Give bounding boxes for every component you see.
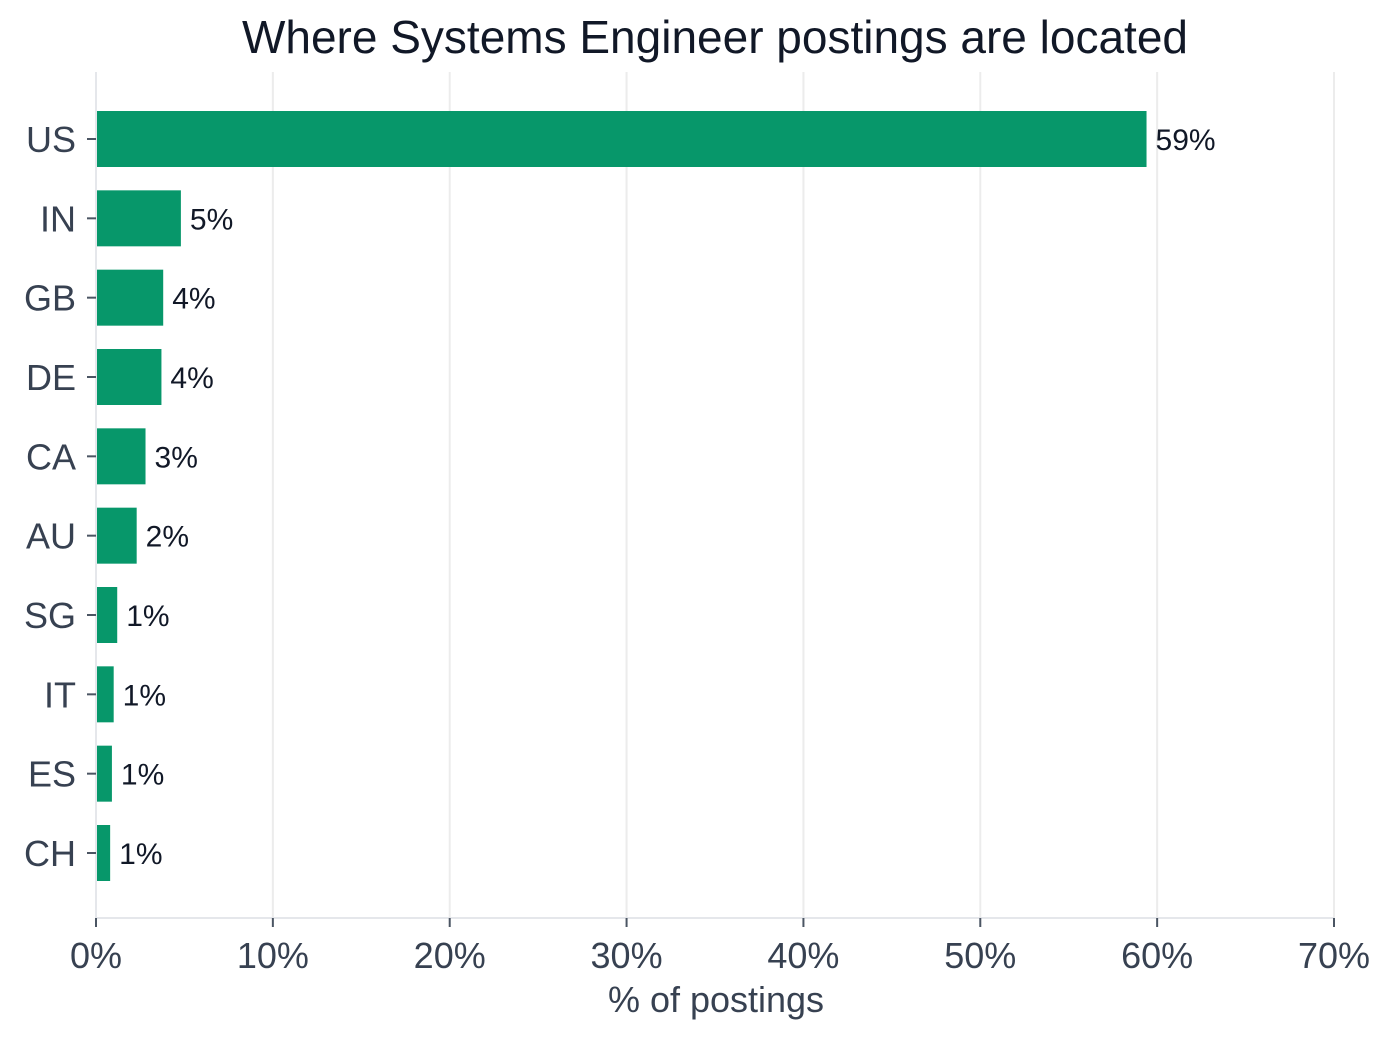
x-axis-title: % of postings: [608, 979, 824, 1020]
category-label: AU: [26, 516, 76, 557]
x-tick-label: 70%: [1298, 935, 1370, 976]
category-label: CH: [24, 833, 76, 874]
category-label: SG: [24, 595, 76, 636]
category-label: ES: [28, 754, 76, 795]
bars: [96, 111, 1147, 881]
x-tick-label: 30%: [591, 935, 663, 976]
category-label: IT: [44, 674, 76, 715]
category-label: GB: [24, 278, 76, 319]
bar-ca: [96, 428, 146, 485]
x-tick-label: 50%: [944, 935, 1016, 976]
x-tick-label: 0%: [70, 935, 122, 976]
x-tick-label: 20%: [414, 935, 486, 976]
bar-us: [96, 111, 1147, 167]
bar-in: [96, 190, 181, 247]
grid-lines: [95, 72, 1335, 918]
bar-es: [96, 745, 112, 802]
category-label: US: [26, 119, 76, 160]
x-tick-label: 10%: [237, 935, 309, 976]
data-label: 4%: [172, 283, 215, 316]
data-label: 1%: [119, 838, 162, 871]
bar-sg: [96, 587, 118, 643]
data-label: 4%: [170, 362, 213, 395]
category-label: CA: [26, 436, 76, 477]
data-label: 1%: [126, 600, 169, 633]
category-label: IN: [40, 198, 76, 239]
bar-it: [96, 666, 114, 723]
bar-au: [96, 507, 137, 564]
data-label: 1%: [121, 759, 164, 792]
bar-de: [96, 349, 162, 405]
data-label: 1%: [123, 679, 166, 712]
x-tick-label: 40%: [767, 935, 839, 976]
bar-gb: [96, 269, 164, 326]
axes: [87, 72, 1335, 927]
data-label: 59%: [1156, 124, 1216, 157]
chart-title: Where Systems Engineer postings are loca…: [241, 11, 1189, 63]
data-label: 3%: [155, 441, 198, 474]
data-label: 2%: [146, 521, 189, 554]
category-label: DE: [26, 357, 76, 398]
bar-ch: [96, 825, 111, 881]
labels: 0% 10% 20% 30% 40% 50% 60% 70% US 59% IN 5% GB 4% DE 4%…: [24, 119, 1370, 976]
x-tick-label: 60%: [1121, 935, 1193, 976]
data-label: 5%: [190, 203, 233, 236]
